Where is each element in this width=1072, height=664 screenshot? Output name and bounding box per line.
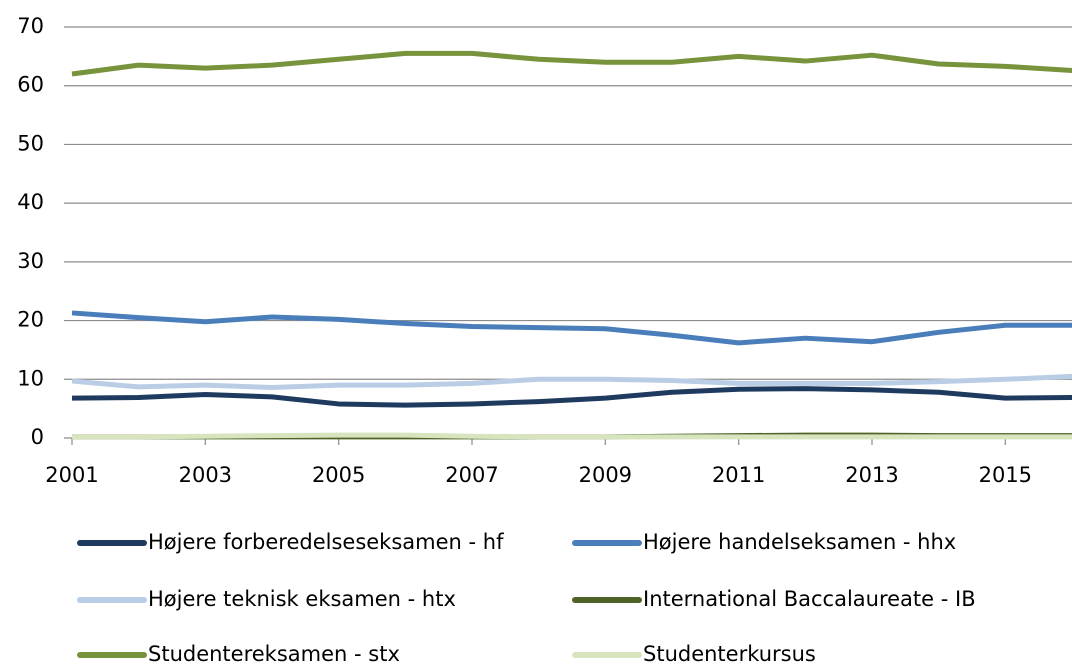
y-tick-label: 20 — [17, 308, 44, 332]
x-tick-label: 2015 — [979, 463, 1032, 487]
y-tick-label: 30 — [17, 249, 44, 273]
y-tick-label: 60 — [17, 73, 44, 97]
x-tick-label: 2013 — [845, 463, 898, 487]
series-line — [71, 50, 1072, 77]
x-tick-label: 2001 — [45, 463, 98, 487]
series-line — [71, 310, 1072, 346]
series-line — [72, 432, 1072, 440]
y-tick-label: 70 — [17, 14, 44, 38]
y-tick-label: 50 — [17, 131, 44, 155]
x-tick-label: 2009 — [579, 463, 632, 487]
legend-label: Højere handelseksamen - hhx — [643, 530, 956, 554]
x-tick-label: 2005 — [312, 463, 365, 487]
legend-label: Højere teknisk eksamen - htx — [148, 587, 456, 611]
legend-label: Studenterkursus — [643, 642, 816, 664]
x-tick-label: 2003 — [179, 463, 232, 487]
x-tick-label: 2007 — [445, 463, 498, 487]
legend-label: Højere forberedelseseksamen - hf — [148, 530, 504, 554]
x-tick-label: 2011 — [712, 463, 765, 487]
y-tick-label: 0 — [31, 425, 44, 449]
y-tick-label: 10 — [17, 366, 44, 390]
legend-label: International Baccalaureate - IB — [643, 587, 976, 611]
y-tick-label: 40 — [17, 190, 44, 214]
legend-label: Studentereksamen - stx — [148, 642, 400, 664]
series-line — [71, 386, 1072, 408]
series-line — [71, 373, 1072, 391]
